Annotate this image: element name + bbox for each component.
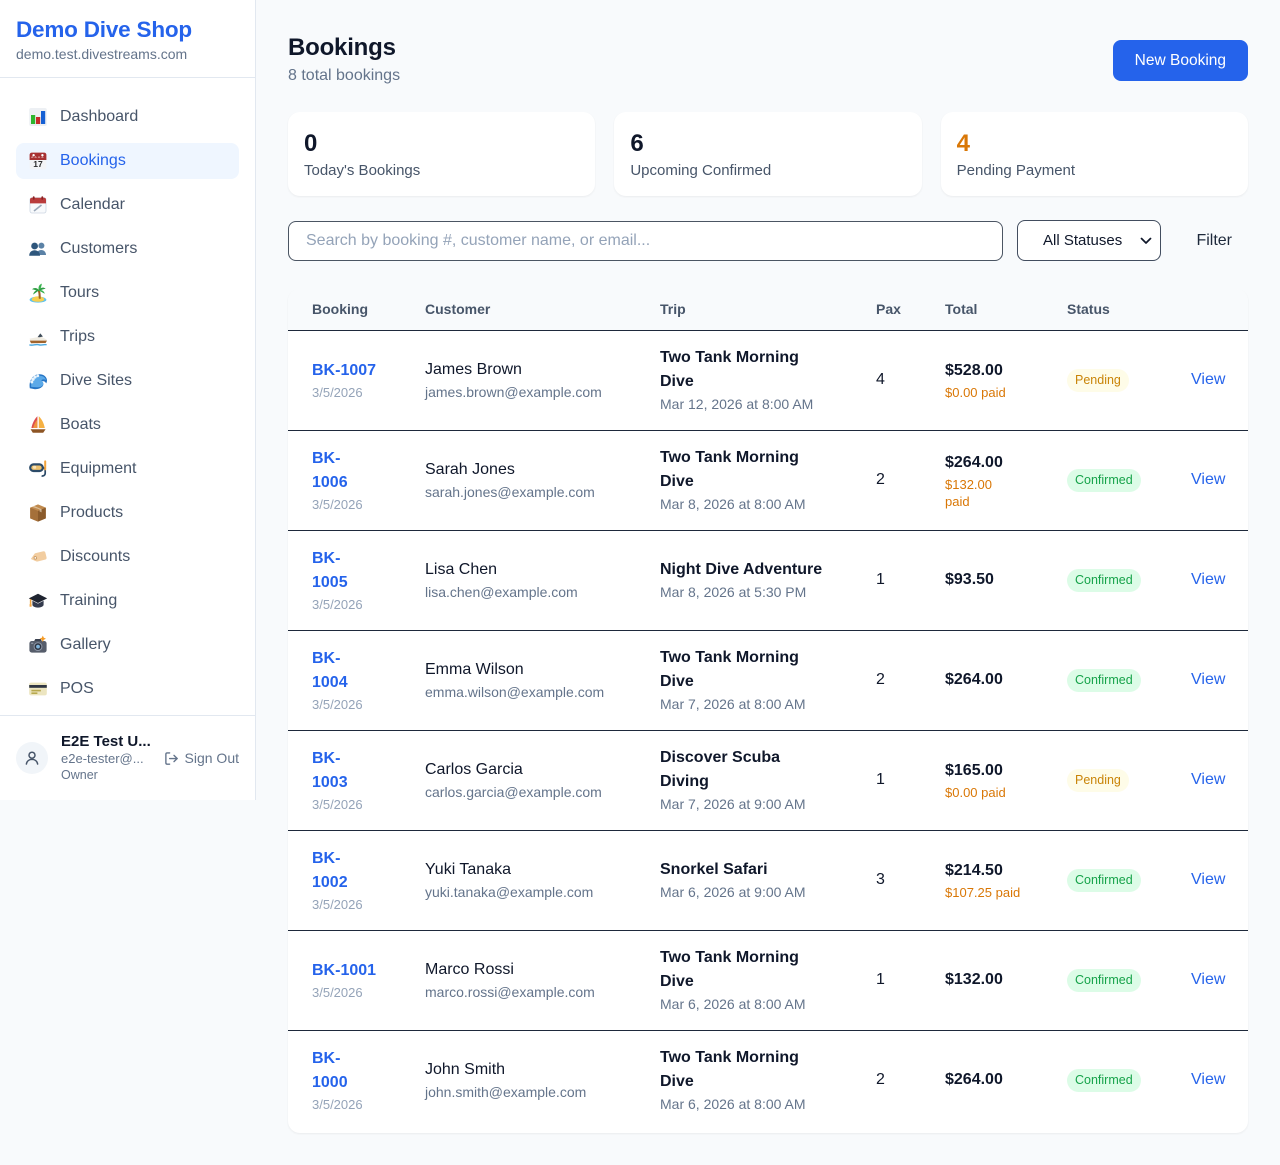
svg-text:17: 17	[33, 159, 43, 169]
